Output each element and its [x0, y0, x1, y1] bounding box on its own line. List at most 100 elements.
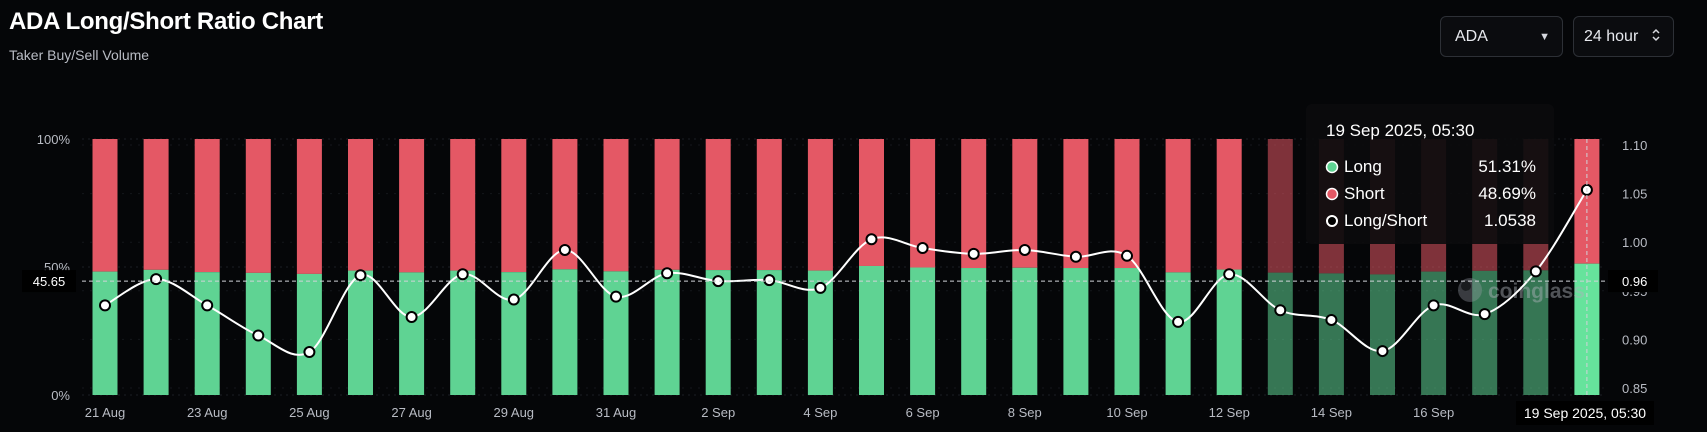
x-tick-label: 31 Aug — [596, 405, 637, 420]
tooltip-row-value: 48.69% — [1478, 184, 1536, 203]
long-bar — [756, 270, 782, 395]
long-bar — [1012, 267, 1038, 395]
short-bar — [450, 139, 476, 271]
y-right-tick-label: 1.10 — [1622, 138, 1647, 153]
ratio-point — [1223, 268, 1236, 281]
long-bar — [1318, 273, 1344, 395]
short-bar — [399, 139, 425, 273]
ratio-point — [1325, 313, 1338, 326]
tooltip-row-value: 1.0538 — [1484, 211, 1536, 230]
long-bar — [501, 272, 527, 395]
short-bar — [807, 139, 833, 271]
ratio-point — [1069, 250, 1082, 263]
long-bar — [1370, 274, 1395, 395]
caret-down-icon: ▼ — [1539, 30, 1550, 43]
ratio-point — [1018, 243, 1031, 256]
long-bar — [92, 271, 118, 395]
crosshair-left-label-bg — [22, 270, 76, 293]
y-right-tick-label: 1.05 — [1622, 187, 1647, 202]
ratio-point — [150, 273, 163, 286]
ratio-point — [303, 346, 316, 359]
ratio-point — [99, 299, 111, 312]
ratio-point — [763, 274, 776, 287]
tooltip-dot — [1325, 187, 1339, 201]
short-bar — [705, 139, 731, 271]
x-tick-label: 12 Sep — [1209, 405, 1250, 420]
short-bar — [961, 139, 987, 269]
x-tick-label: 2 Sep — [701, 405, 735, 420]
long-bar — [450, 270, 476, 395]
coinglass-logo-icon — [1458, 278, 1482, 302]
y-left-tick-label: 100% — [37, 132, 71, 147]
x-tick-label: 10 Sep — [1106, 405, 1147, 420]
x-tick-label: 27 Aug — [391, 405, 432, 420]
ratio-point — [967, 247, 980, 260]
short-bar — [756, 139, 782, 271]
ratio-point — [916, 242, 929, 255]
long-bar — [654, 269, 680, 395]
y-right-tick-label: 1.00 — [1622, 235, 1647, 250]
crosshair-left-label: 45.65 — [33, 274, 66, 289]
ratio-point — [661, 267, 674, 280]
tooltip-dot — [1326, 215, 1338, 227]
ratio-point — [610, 290, 622, 303]
ratio-point — [1376, 345, 1389, 358]
ratio-point — [252, 329, 265, 342]
tooltip-row-label: Long — [1344, 157, 1382, 176]
x-tick-label: 23 Aug — [187, 405, 228, 420]
short-bar — [194, 139, 220, 273]
long-bar — [961, 268, 987, 395]
ratio-point — [1121, 249, 1133, 262]
y-right-tick-label: 0.90 — [1622, 332, 1647, 347]
crosshair-right-label-bg — [1608, 270, 1658, 293]
tooltip-background — [1306, 104, 1554, 244]
bar-layer — [92, 139, 1600, 395]
period-select-value: 24 hour — [1584, 27, 1639, 45]
short-bar — [1574, 139, 1600, 264]
x-tick-label: 29 Aug — [494, 405, 535, 420]
ratio-line-layer — [99, 183, 1593, 359]
period-select[interactable]: 24 hour — [1573, 16, 1674, 57]
long-bar — [296, 273, 322, 395]
ratio-point — [558, 243, 571, 256]
long-bar — [1472, 270, 1498, 395]
short-bar — [1216, 139, 1242, 270]
watermark-text: coinglass — [1488, 280, 1585, 303]
long-bar — [552, 269, 578, 395]
long-bar — [1421, 271, 1447, 395]
short-bar — [348, 139, 373, 271]
crosshair-right-label: 0.96 — [1622, 274, 1647, 289]
ratio-point — [1172, 315, 1185, 328]
ratio-point — [456, 268, 469, 281]
long-bar — [1063, 268, 1089, 395]
tooltip-row-value: 51.31% — [1478, 157, 1536, 176]
crosshair-x-label-bg — [1516, 401, 1654, 425]
long-bar — [399, 272, 425, 395]
short-bar — [296, 139, 322, 274]
long-bar — [1216, 269, 1242, 395]
long-bar — [194, 272, 220, 395]
x-tick-label: 6 Sep — [906, 405, 940, 420]
x-tick-label: 14 Sep — [1311, 405, 1352, 420]
long-bar — [603, 271, 629, 395]
short-bar — [245, 139, 271, 273]
asset-select[interactable]: ADA ▼ — [1440, 16, 1563, 57]
tooltip-dot — [1325, 160, 1339, 174]
tooltip-row-label: Short — [1344, 184, 1385, 203]
page-subtitle: Taker Buy/Sell Volume — [9, 47, 150, 63]
ratio-point — [865, 233, 878, 246]
x-tick-label: 4 Sep — [803, 405, 837, 420]
grid-layer — [82, 138, 1605, 396]
long-bar — [1165, 272, 1191, 395]
ratio-point — [1427, 299, 1440, 312]
ratio-point — [1529, 265, 1542, 278]
ratio-point — [354, 269, 367, 282]
long-bar — [143, 269, 169, 395]
short-bar — [654, 139, 680, 270]
long-bar — [1114, 268, 1140, 395]
tooltip-row-label: Long/Short — [1344, 211, 1427, 230]
x-tick-label: 16 Sep — [1413, 405, 1454, 420]
short-bar — [92, 139, 118, 272]
